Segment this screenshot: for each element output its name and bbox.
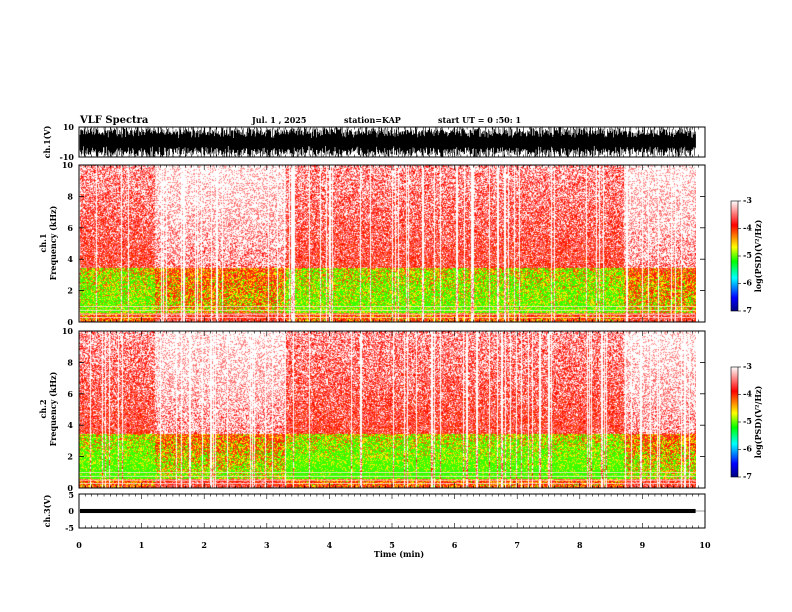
cbar1-ticks-label: -5 [743,250,752,260]
cbar2-ticks-label: -4 [743,389,752,399]
spectrogram-ch2-ytick-label: 6 [67,389,73,399]
spectrogram-ch1-ytick-label: 0 [67,317,73,327]
waveform-ch3-trace [79,508,705,514]
spectrogram-ch2-image-data [79,331,696,488]
spectrogram-ch2-ytick-label: 4 [67,420,73,430]
spectrogram-ch1-yticks: 0 2 4 6 8 10 [62,160,705,327]
spectrogram-ch1-ytick-label: 10 [62,160,74,170]
time-axis-label: Time (min) [374,549,424,559]
time-tick-label: 0 [76,540,82,550]
spectrogram-ch1-image-data [79,165,696,322]
colorbar-ch1-scale [730,200,739,312]
spectrogram-ch1-image [79,165,696,322]
ch3-ytick-mid: 0 [68,506,74,516]
ch1-ylabel: ch.1(V) [42,125,52,158]
ch1-ytick-bottom: -10 [60,152,75,162]
spectrogram-ch2-image [79,331,696,488]
time-tick-label: 2 [201,540,207,550]
date-label: Jul. 1 , 2025 [251,115,306,125]
cbar1-ticks-label: -4 [743,223,752,233]
time-axis-ticks [78,127,706,528]
colorbar-ch1: -3 -4 -5 -6 -7 log(PSD)(V²/Hz) [730,195,763,315]
ch1-spec-ylabel: Frequency (kHz) [48,205,58,280]
time-tick-label: 5 [389,540,395,550]
time-tick-label: 3 [264,540,270,550]
cbar2-ticks-label: -5 [743,416,752,426]
colorbar-ch2-label: log(PSD)(V²/Hz) [753,386,763,459]
colorbar-ch2: -3 -4 -5 -6 -7 log(PSD)(V²/Hz) [730,361,763,481]
cbar2-ticks-label: -6 [743,444,752,454]
spectrogram-ch2-ytick-label: 2 [67,452,73,462]
cbar1-ticks-label: -6 [743,278,752,288]
ch3-ytick-bottom: -5 [65,523,74,533]
time-tick-label: 7 [514,540,520,550]
spectrogram-ch1-ytick-label: 2 [67,286,73,296]
time-tick-label: 4 [327,540,333,550]
spectrogram-ch1-panel: 0 2 4 6 8 10 ch.1 Frequency (kHz) [38,160,706,327]
time-tick-label: 10 [699,540,711,550]
start-time-label: start UT = 0 :50: 1 [438,115,521,125]
colorbar-ch1-ticks: -3 -4 -5 -6 -7 [738,195,752,315]
cbar2-ticks-label: -7 [743,471,752,481]
ch1-spec-channel-label: ch.1 [38,233,48,252]
spectrogram-ch2-ytick-label: 8 [67,357,73,367]
figure-title: VLF Spectra [79,115,149,126]
cbar1-ticks-label: -3 [743,195,752,205]
colorbar-ch1-label: log(PSD)(V²/Hz) [753,220,763,293]
waveform-ch1-trace [79,127,696,157]
station-label: station=KAP [344,115,401,125]
cbar1-ticks-label: -7 [743,305,752,315]
spectrogram-ch2-ytick-label: 10 [62,326,74,336]
spectrogram-ch2-ytick-label: 0 [67,483,73,493]
cbar2-ticks-label: -3 [743,361,752,371]
time-tick-label: 1 [139,540,145,550]
spectrogram-ch1-ytick-label: 4 [67,254,73,264]
ch1-ytick-top: 10 [63,122,75,132]
ch3-ylabel: ch.3(V) [42,494,52,527]
ch2-spec-ylabel: Frequency (kHz) [48,371,58,446]
ch3-ytick-top: 5 [68,490,74,500]
time-tick-label: 8 [577,540,583,550]
waveform-ch1-line [79,127,696,157]
spectrogram-ch1-ytick-label: 6 [67,223,73,233]
time-axis-labels: 0 1 2 3 4 5 6 7 8 9 10 [76,540,711,550]
spectrogram-ch2-panel: 0 2 4 6 8 10 ch.2 Frequency (kHz) [38,326,706,493]
spectrogram-ch2-yticks: 0 2 4 6 8 10 [62,326,705,493]
spectrogram-ch1-ytick-label: 8 [67,191,73,201]
colorbar-ch2-ticks: -3 -4 -5 -6 -7 [738,361,752,481]
time-tick-label: 9 [640,540,646,550]
ch2-spec-channel-label: ch.2 [38,399,48,418]
colorbar-ch2-scale [730,366,739,478]
time-tick-label: 6 [452,540,458,550]
